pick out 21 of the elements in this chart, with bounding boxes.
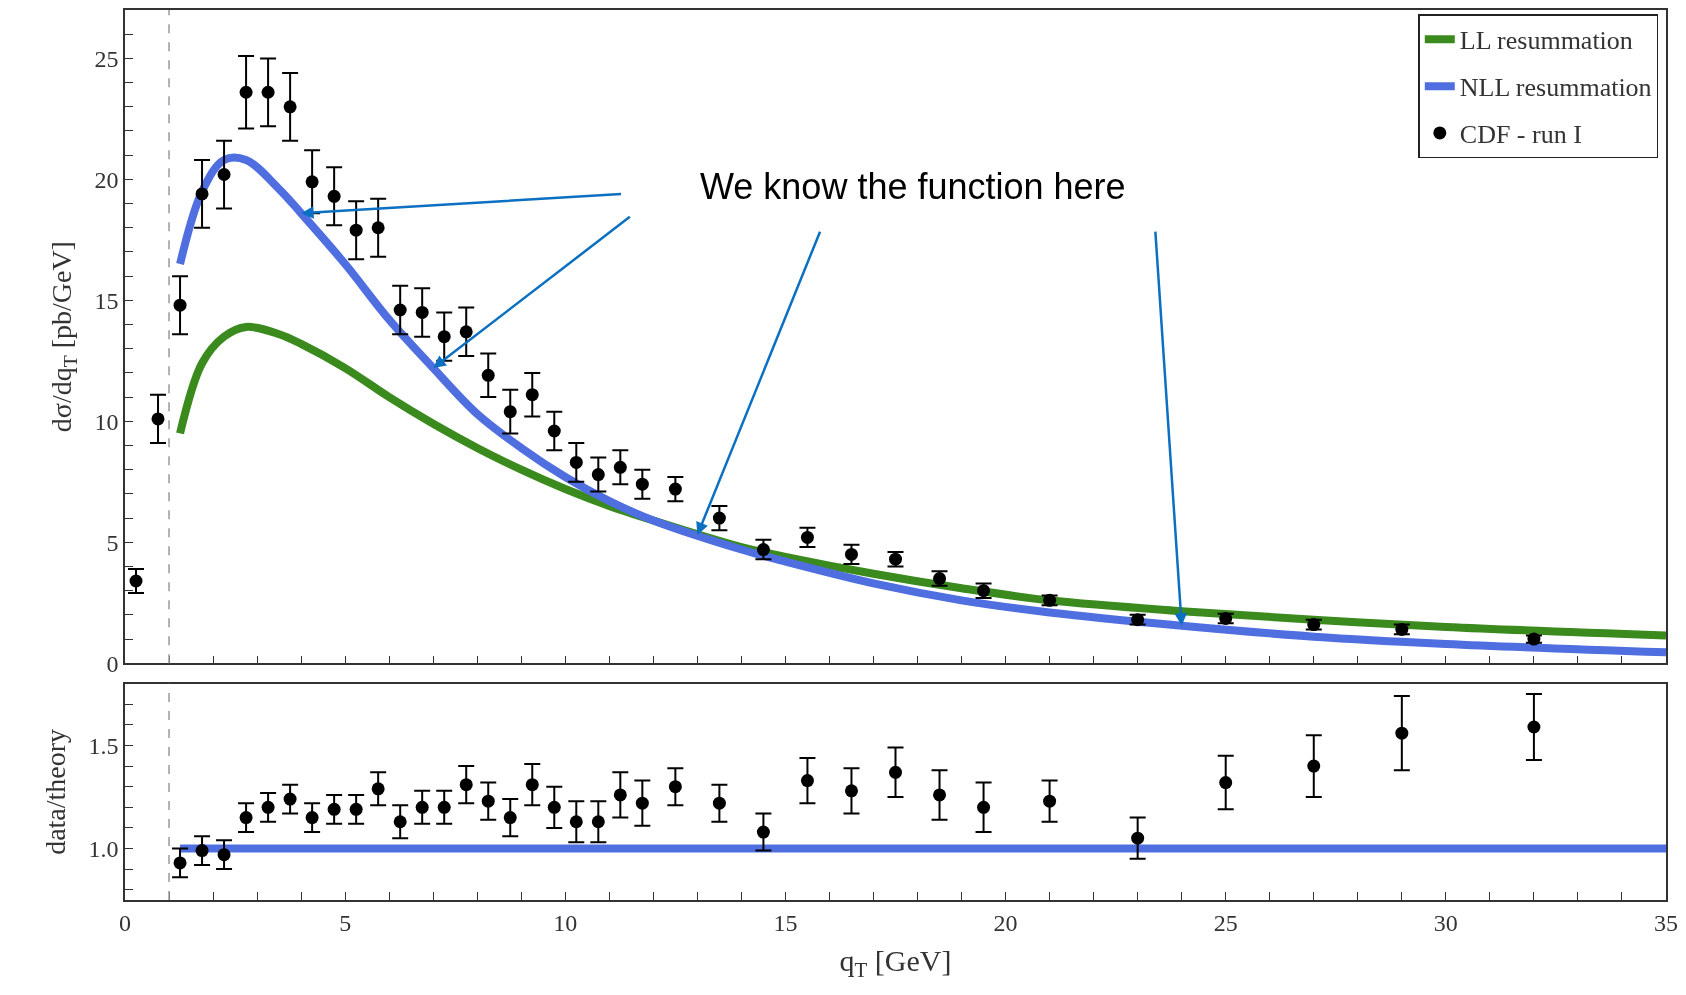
y-tick-label: 15	[94, 287, 119, 314]
y-tick-label: 20	[94, 166, 119, 193]
y-tick-label: 1.0	[88, 835, 119, 862]
x-tick-label: 5	[339, 909, 352, 936]
x-tick-label: 10	[553, 909, 578, 936]
legend-label: NLL resummation	[1459, 73, 1652, 103]
x-tick-label: 30	[1433, 909, 1458, 936]
legend-label: CDF - run I	[1459, 120, 1582, 150]
x-tick-label: 25	[1213, 909, 1238, 936]
y-tick-label: 10	[94, 408, 119, 435]
legend-label: LL resummation	[1459, 26, 1633, 56]
y-tick-label: 1.5	[88, 732, 119, 759]
y-tick-label: 0	[106, 650, 119, 677]
y-tick-label: 5	[106, 529, 119, 556]
x-tick-label: 35	[1654, 909, 1678, 936]
x-tick-label: 20	[993, 909, 1018, 936]
x-tick-label: 15	[773, 909, 798, 936]
y-tick-label: 25	[94, 45, 119, 72]
x-axis-title: q$_{T}$ [GeV]	[839, 943, 952, 982]
annotation: We know the function here	[700, 166, 1126, 207]
y-axis-title: data/theory	[39, 728, 71, 855]
